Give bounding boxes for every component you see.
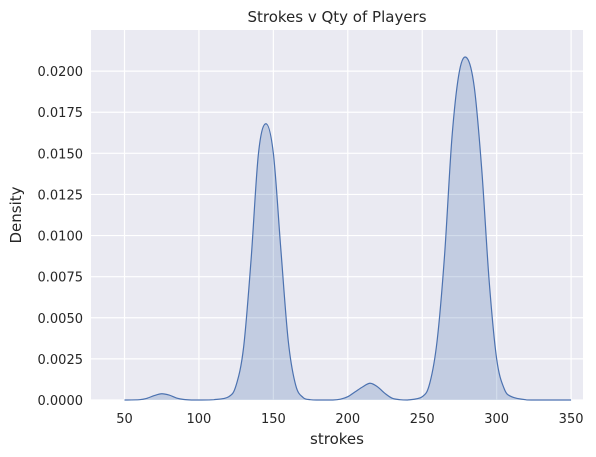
x-tick-label: 200 [335, 412, 360, 427]
density-line [124, 56, 572, 401]
y-tick-label: 0.0150 [38, 147, 84, 162]
x-tick-label: 100 [187, 412, 212, 427]
y-tick-label: 0.0125 [38, 188, 84, 203]
x-tick-label: 150 [261, 412, 286, 427]
x-tick-labels: 50 100 150 200 250 300 350 [116, 412, 583, 427]
y-axis-label: Density [7, 186, 25, 243]
grid [91, 30, 583, 401]
x-tick-label: 300 [484, 412, 509, 427]
plot-background [91, 30, 583, 400]
y-tick-label: 0.0200 [38, 65, 84, 80]
y-tick-label: 0.0025 [38, 353, 84, 368]
x-tick-label: 250 [410, 412, 435, 427]
y-tick-label: 0.0050 [38, 312, 84, 327]
density-area [124, 56, 572, 401]
y-tick-label: 0.0175 [38, 106, 84, 121]
y-tick-labels: 0.0000 0.0025 0.0050 0.0075 0.0100 0.0125 0.01… [38, 65, 84, 409]
y-tick-label: 0.0000 [38, 394, 84, 409]
chart-title: Strokes v Qty of Players [247, 8, 426, 26]
y-tick-label: 0.0100 [38, 230, 84, 245]
x-axis-label: strokes [310, 430, 364, 448]
x-tick-label: 50 [116, 412, 133, 427]
x-tick-label: 350 [559, 412, 584, 427]
y-tick-label: 0.0075 [38, 271, 84, 286]
